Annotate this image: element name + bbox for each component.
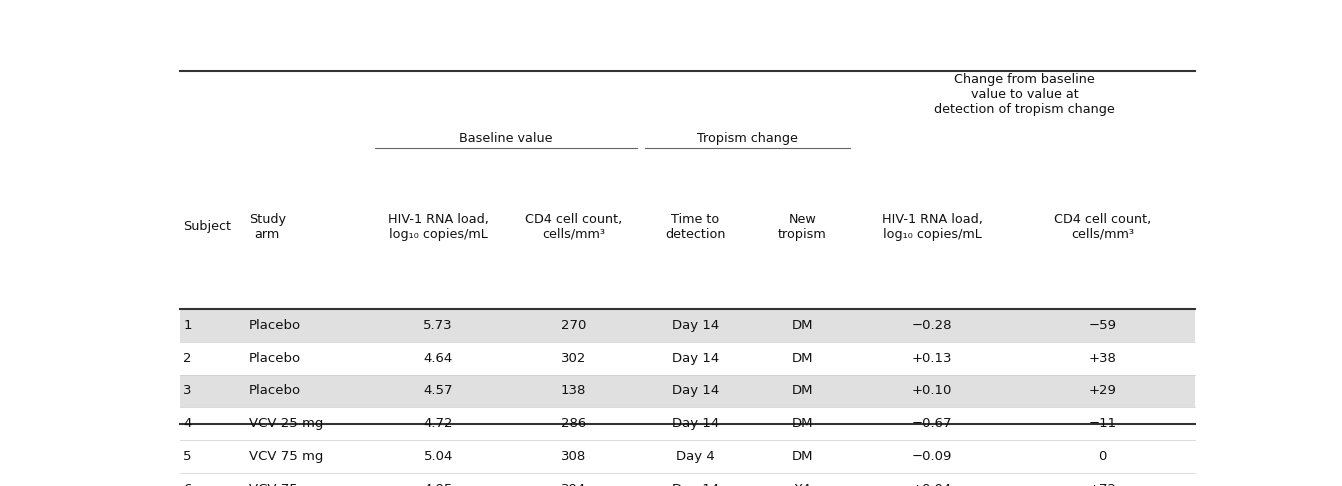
Text: +38: +38 <box>1088 352 1117 364</box>
Text: DM: DM <box>792 352 813 364</box>
Text: New
tropism: New tropism <box>778 213 827 241</box>
Text: 1: 1 <box>184 319 192 332</box>
Bar <box>180 375 1196 407</box>
Text: Day 14: Day 14 <box>672 384 719 398</box>
Text: 3: 3 <box>184 384 192 398</box>
Text: DM: DM <box>792 319 813 332</box>
Text: Baseline value: Baseline value <box>459 132 553 145</box>
Text: +72: +72 <box>1088 483 1117 486</box>
Text: −0.67: −0.67 <box>913 417 953 430</box>
Bar <box>180 440 1196 473</box>
Text: 5.73: 5.73 <box>423 319 454 332</box>
Text: HIV-1 RNA load,
log₁₀ copies/mL: HIV-1 RNA load, log₁₀ copies/mL <box>882 213 982 241</box>
Text: 5.04: 5.04 <box>424 450 452 463</box>
Text: 4: 4 <box>184 417 192 430</box>
Text: Placebo: Placebo <box>248 352 301 364</box>
Text: Tropism change: Tropism change <box>696 132 798 145</box>
Text: 6: 6 <box>184 483 192 486</box>
Text: 270: 270 <box>561 319 586 332</box>
Text: VCV 75 mg: VCV 75 mg <box>248 483 323 486</box>
Text: CD4 cell count,
cells/mm³: CD4 cell count, cells/mm³ <box>525 213 621 241</box>
Text: 394: 394 <box>561 483 586 486</box>
Text: Day 14: Day 14 <box>672 417 719 430</box>
Text: 4.95: 4.95 <box>424 483 452 486</box>
Text: 308: 308 <box>561 450 586 463</box>
Text: DM: DM <box>792 417 813 430</box>
Text: −59: −59 <box>1088 319 1117 332</box>
Text: Placebo: Placebo <box>248 384 301 398</box>
Text: Day 14: Day 14 <box>672 319 719 332</box>
Text: −0.09: −0.09 <box>913 450 953 463</box>
Text: DM: DM <box>792 450 813 463</box>
Text: DM: DM <box>792 384 813 398</box>
Text: VCV 75 mg: VCV 75 mg <box>248 450 323 463</box>
Text: +0.04: +0.04 <box>913 483 953 486</box>
Text: +29: +29 <box>1088 384 1117 398</box>
Text: CD4 cell count,
cells/mm³: CD4 cell count, cells/mm³ <box>1053 213 1151 241</box>
Text: 4.64: 4.64 <box>424 352 452 364</box>
Text: Day 14: Day 14 <box>672 483 719 486</box>
Text: Study
arm: Study arm <box>248 213 286 241</box>
Text: 4.72: 4.72 <box>424 417 452 430</box>
Text: HIV-1 RNA load,
log₁₀ copies/mL: HIV-1 RNA load, log₁₀ copies/mL <box>388 213 488 241</box>
Text: Change from baseline
value to value at
detection of tropism change: Change from baseline value to value at d… <box>934 73 1115 116</box>
Text: Day 14: Day 14 <box>672 352 719 364</box>
Text: −0.28: −0.28 <box>913 319 953 332</box>
Text: 286: 286 <box>561 417 586 430</box>
Text: 4.57: 4.57 <box>424 384 452 398</box>
Text: VCV 25 mg: VCV 25 mg <box>248 417 323 430</box>
Text: 2: 2 <box>184 352 192 364</box>
Text: Placebo: Placebo <box>248 319 301 332</box>
Bar <box>180 309 1196 342</box>
Text: 138: 138 <box>561 384 586 398</box>
Text: Day 4: Day 4 <box>676 450 715 463</box>
Text: −11: −11 <box>1088 417 1117 430</box>
Text: X4: X4 <box>793 483 811 486</box>
Text: +0.10: +0.10 <box>913 384 953 398</box>
Text: 5: 5 <box>184 450 192 463</box>
Text: 302: 302 <box>561 352 586 364</box>
Text: Time to
detection: Time to detection <box>666 213 726 241</box>
Text: 0: 0 <box>1099 450 1107 463</box>
Text: +0.13: +0.13 <box>913 352 953 364</box>
Text: Subject: Subject <box>184 220 231 233</box>
